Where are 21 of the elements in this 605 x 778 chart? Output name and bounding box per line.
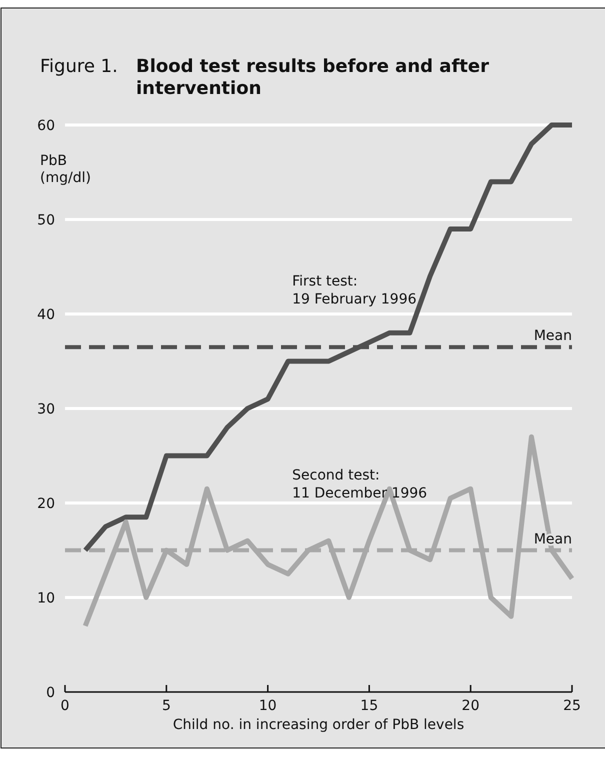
x-tick-label: 15 bbox=[360, 698, 378, 714]
caption: Figure 1. bbox=[40, 56, 118, 77]
y-tick-label: 30 bbox=[37, 402, 55, 418]
chart-title: Blood test results before and after intervention bbox=[136, 56, 490, 99]
y-axis-title: PbB (mg/dl) bbox=[40, 153, 91, 186]
y-tick-label: 60 bbox=[37, 118, 55, 134]
ref-line-label: Mean bbox=[534, 531, 572, 548]
y-tick-label: 10 bbox=[37, 590, 55, 606]
x-tick-label: 20 bbox=[462, 698, 480, 714]
x-tick-label: 5 bbox=[162, 698, 171, 714]
series-label: Second test: 11 December 1996 bbox=[292, 467, 428, 502]
x-axis-title: Child no. in increasing order of PbB levels bbox=[172, 717, 464, 733]
y-tick-label: 0 bbox=[46, 685, 55, 701]
x-tick-label: 10 bbox=[258, 698, 277, 714]
x-tick-label: 0 bbox=[60, 698, 70, 714]
series-label: First test: 19 February 1996 bbox=[292, 274, 417, 308]
y-tick-label: 40 bbox=[37, 307, 55, 323]
y-tick-label: 20 bbox=[37, 496, 55, 512]
ref-line-label: Mean bbox=[534, 328, 572, 344]
x-tick-label: 25 bbox=[563, 698, 581, 714]
y-tick-label: 50 bbox=[37, 212, 55, 228]
